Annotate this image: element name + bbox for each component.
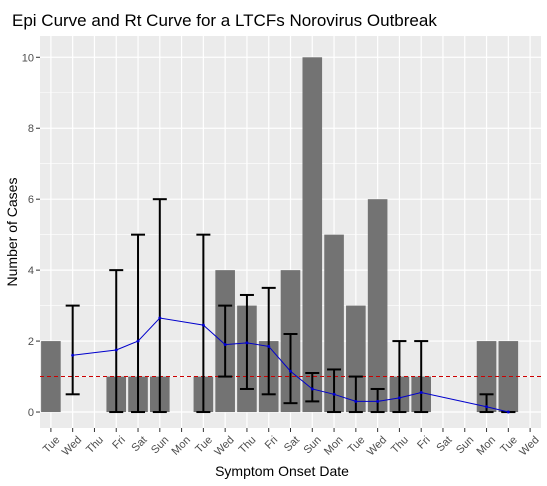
bar	[367, 199, 388, 413]
x-tick-label: Tue	[498, 434, 520, 456]
y-axis: 0 2 4 6 8 10	[22, 52, 40, 419]
y-tick-label: 0	[28, 407, 34, 419]
x-tick-label: Tue	[346, 434, 368, 456]
x-tick-label: Sun	[454, 434, 476, 456]
x-tick-label: Sun	[149, 434, 171, 456]
x-tick-label: Thu	[237, 434, 259, 456]
x-tick-label: Thu	[84, 434, 106, 456]
bar	[346, 305, 366, 413]
error-bars	[65, 198, 516, 414]
error-bar	[196, 233, 211, 414]
chart-title: Epi Curve and Rt Curve for a LTCFs Norov…	[12, 11, 437, 30]
x-tick-label: Tue	[193, 434, 215, 456]
error-bar	[261, 286, 276, 396]
x-tick-label: Wed	[60, 434, 84, 458]
x-tick-label: Thu	[389, 434, 411, 456]
x-tick-label: Fri	[263, 434, 281, 452]
error-bar	[392, 340, 407, 414]
error-bar	[131, 233, 146, 414]
x-tick-label: Wed	[517, 434, 541, 458]
error-bar	[109, 269, 124, 414]
x-tick-label: Mon	[170, 434, 194, 458]
error-bar	[152, 198, 167, 414]
x-tick-label: Tue	[41, 434, 63, 456]
x-tick-label: Fri	[415, 434, 433, 452]
y-tick-label: 6	[28, 194, 34, 206]
x-tick-label: Sat	[282, 434, 302, 454]
x-tick-label: Sat	[129, 434, 149, 454]
bar	[324, 234, 344, 413]
y-tick-label: 4	[28, 265, 34, 277]
error-bar	[65, 304, 80, 396]
error-bar	[305, 372, 320, 403]
bar	[498, 341, 519, 413]
error-bar	[218, 304, 233, 378]
rt-line	[72, 317, 509, 413]
x-tick-label: Mon	[474, 434, 498, 458]
y-axis-title: Number of Cases	[4, 178, 20, 287]
error-bar	[348, 375, 363, 414]
x-tick-label: Wed	[212, 434, 236, 458]
x-tick-label: Sat	[434, 434, 454, 454]
error-bar	[327, 368, 342, 414]
x-tick-label: Sun	[302, 434, 324, 456]
y-tick-label: 8	[28, 123, 34, 135]
bar	[302, 57, 323, 413]
x-tick-label: Wed	[365, 434, 389, 458]
y-tick-label: 10	[22, 52, 34, 64]
y-tick-label: 2	[28, 336, 34, 348]
x-tick-label: Mon	[322, 434, 346, 458]
error-bar	[414, 340, 429, 414]
x-axis-title: Symptom Onset Date	[215, 463, 349, 479]
error-bar	[283, 332, 298, 405]
error-bar	[479, 393, 494, 414]
x-tick-label: Fri	[110, 434, 128, 452]
